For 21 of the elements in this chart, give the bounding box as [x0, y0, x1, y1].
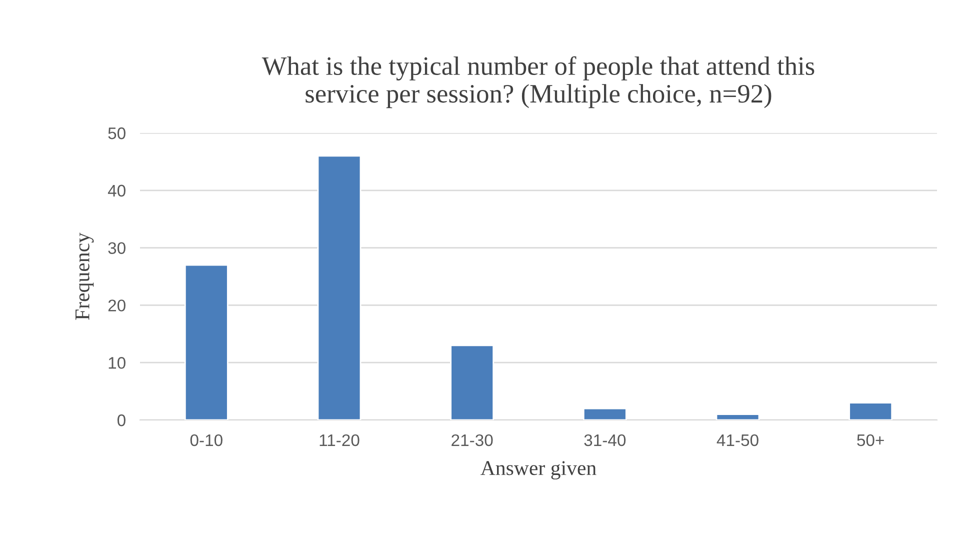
- x-tick-label: 11-20: [320, 434, 360, 446]
- y-tick-label: 20: [108, 300, 126, 312]
- bar: [317, 155, 362, 420]
- y-tick-label: 40: [108, 184, 126, 197]
- x-tick-label: 41-50: [716, 434, 758, 446]
- bar: [184, 264, 228, 420]
- bar: [716, 414, 760, 420]
- y-tick-label: 10: [108, 357, 126, 369]
- y-tick-label: 0: [117, 414, 126, 426]
- x-tick-label: 31-40: [584, 434, 626, 446]
- y-axis-title: Frequency: [76, 232, 94, 320]
- x-tick-label: 0-10: [190, 434, 222, 446]
- bar: [582, 408, 627, 420]
- x-tick-label: 21-30: [452, 434, 493, 446]
- bar: [848, 402, 893, 420]
- chart-title: What is the typical number of people that attend this service per session? (Multiple choice, n=92): [262, 56, 814, 108]
- x-axis-title: Answer given: [480, 461, 596, 480]
- y-tick-label: 30: [108, 242, 126, 254]
- bar: [450, 344, 494, 420]
- y-tick-label: 50: [108, 127, 126, 140]
- x-tick-label: 50+: [857, 434, 884, 446]
